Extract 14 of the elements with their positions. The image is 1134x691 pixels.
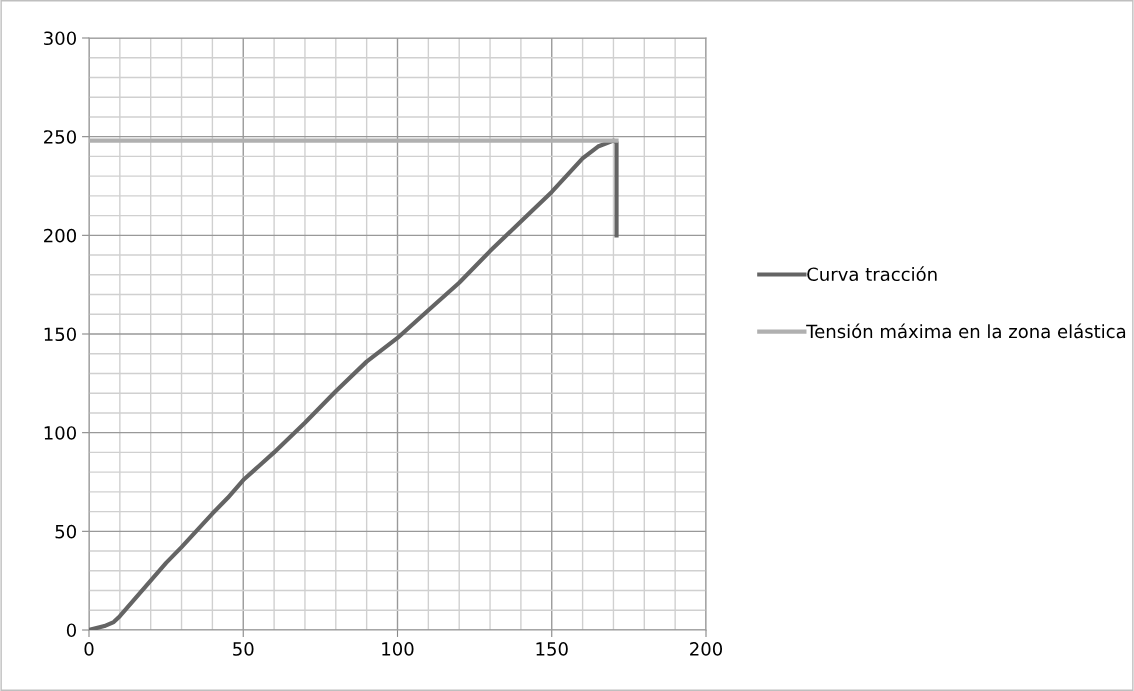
legend-label: Tensión máxima en la zona elástica	[806, 323, 1126, 339]
y-tick-label: 250	[44, 130, 76, 144]
y-tick-label: 150	[44, 327, 76, 342]
x-tick-label: 50	[233, 642, 254, 656]
y-tick-label: 100	[44, 426, 76, 440]
y-tick-label: 200	[44, 228, 76, 243]
y-tick-label: 50	[55, 524, 76, 539]
x-tick-label: 150	[536, 642, 568, 656]
y-tick-label: 0	[66, 623, 76, 638]
x-tick-label: 100	[382, 642, 414, 656]
x-tick-label: 200	[690, 642, 723, 656]
legend-label: Curva tracción	[807, 266, 937, 282]
y-tick-label: 300	[44, 31, 76, 46]
x-tick-label: 0	[84, 642, 94, 656]
